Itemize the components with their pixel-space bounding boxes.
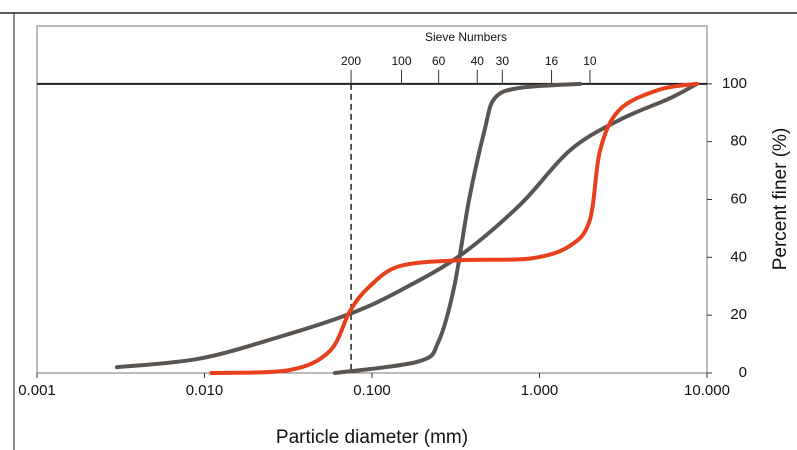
x-axis-label: Particle diameter (mm) [276,427,468,448]
x-tick-label: 0.100 [353,382,391,399]
y-axis-label: Percent finer (%) [770,128,791,271]
top-axis-label: Sieve Numbers [425,30,507,44]
y-tick-label: 60 [730,190,747,207]
sieve-tick-label: 200 [341,54,361,68]
sieve-tick-label: 30 [496,54,510,68]
sieve-tick-label: 40 [471,54,485,68]
y-tick-label: 40 [730,248,747,265]
x-tick-label: 10.000 [684,382,730,399]
y-tick-label: 80 [730,133,747,150]
curve [332,81,583,375]
y-tick-label: 0 [739,364,747,381]
x-tick-label: 1.000 [521,382,559,399]
x-tick-label: 0.001 [18,382,56,399]
sieve-tick-label: 100 [391,54,411,68]
y-tick-label: 100 [722,75,747,92]
x-tick-label: 0.010 [186,382,224,399]
y-tick-label: 20 [730,306,747,323]
sieve-tick-label: 10 [583,54,597,68]
plot-area [36,25,708,374]
curve [209,81,699,375]
sieve-tick-label: 16 [545,54,559,68]
sieve-tick-label: 60 [432,54,446,68]
